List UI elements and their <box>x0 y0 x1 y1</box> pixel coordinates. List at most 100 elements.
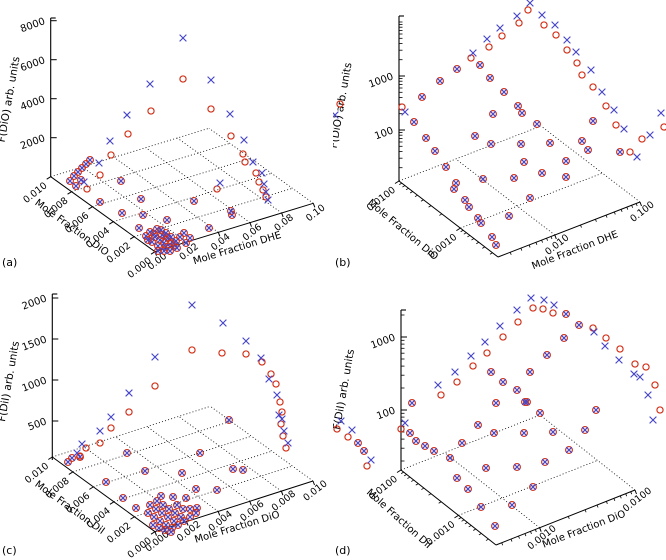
marker-cross <box>146 80 154 88</box>
marker-circle <box>538 169 546 177</box>
panel-b-label: (b) <box>335 256 351 269</box>
marker-cross <box>436 77 444 85</box>
marker-cross <box>518 109 526 117</box>
marker-cross <box>589 117 597 125</box>
marker-circle <box>612 121 620 129</box>
marker-circle <box>239 150 247 158</box>
marker-cross <box>146 228 154 236</box>
marker-cross <box>72 182 80 190</box>
marker-circle <box>132 504 140 512</box>
marker-circle <box>520 429 528 437</box>
marker-cross <box>173 244 181 252</box>
marker-cross <box>581 426 589 434</box>
marker-circle <box>182 494 190 502</box>
marker-cross <box>354 439 362 447</box>
marker-cross <box>154 247 162 255</box>
marker-circle <box>453 65 461 73</box>
marker-cross <box>529 483 537 491</box>
marker-cross <box>461 196 469 204</box>
marker-cross <box>155 524 163 532</box>
marker-circle <box>541 458 549 466</box>
marker-cross <box>186 513 194 521</box>
marker-circle <box>74 168 82 176</box>
marker-circle <box>458 439 466 447</box>
marker-circle <box>453 378 461 386</box>
marker-circle <box>398 103 406 111</box>
left-axis-minor-tick <box>399 182 402 185</box>
marker-circle <box>453 474 461 482</box>
left-axis-minor-tick <box>439 213 443 216</box>
marker-cross <box>533 120 541 128</box>
marker-circle <box>660 123 666 131</box>
right-axis-tick <box>217 232 221 237</box>
grid-line <box>398 125 542 182</box>
marker-circle <box>464 485 472 493</box>
marker-cross <box>144 509 152 517</box>
marker-cross <box>107 413 115 421</box>
marker-circle <box>461 196 469 204</box>
left-axis-tick <box>129 236 135 240</box>
marker-circle <box>578 71 586 79</box>
left-floor-axis <box>400 469 497 546</box>
marker-cross <box>264 196 272 204</box>
marker-circle <box>96 439 104 447</box>
marker-circle <box>589 83 597 91</box>
marker-cross <box>180 229 188 237</box>
marker-cross <box>158 509 166 517</box>
grid-line <box>400 414 541 471</box>
marker-circle <box>562 310 570 318</box>
marker-circle <box>563 46 571 54</box>
marker-circle <box>397 425 405 433</box>
marker-cross <box>257 354 265 362</box>
left-axis-tick <box>454 514 459 519</box>
left-axis-tick-label: 0.002 <box>105 240 133 265</box>
marker-circle <box>225 416 233 424</box>
marker-circle <box>153 497 161 505</box>
marker-circle <box>76 452 84 460</box>
marker-circle <box>182 239 190 247</box>
marker-circle <box>465 203 473 211</box>
marker-circle <box>539 305 547 313</box>
marker-cross <box>442 163 450 171</box>
marker-circle <box>529 304 537 312</box>
marker-circle <box>533 120 541 128</box>
marker-circle <box>543 351 551 359</box>
z-axis: 100 1000 F(DiO) arb. units <box>333 15 405 181</box>
marker-circle <box>160 247 168 255</box>
marker-cross <box>207 76 215 84</box>
marker-circle <box>146 501 154 509</box>
marker-circle <box>174 521 182 529</box>
right-axis-tick <box>634 489 637 495</box>
left-axis-minor-tick <box>485 538 489 541</box>
marker-circle <box>150 513 158 521</box>
marker-cross <box>514 102 522 110</box>
marker-circle <box>86 156 94 164</box>
marker-cross <box>517 140 525 148</box>
right-axis-minor-tick <box>584 509 587 513</box>
right-axis-minor-tick <box>619 495 622 499</box>
marker-circle <box>485 43 493 51</box>
z-axis-tick-label: 1000 <box>369 332 397 351</box>
marker-circle <box>488 233 496 241</box>
left-axis-minor-tick <box>489 252 493 255</box>
marker-circle <box>262 193 270 201</box>
marker-circle <box>157 492 165 500</box>
marker-cross <box>453 474 461 482</box>
marker-circle <box>354 439 362 447</box>
marker-circle <box>336 100 344 108</box>
marker-circle <box>118 209 126 217</box>
marker-circle <box>123 449 131 457</box>
marker-cross <box>418 93 426 101</box>
marker-cross <box>182 494 190 502</box>
marker-circle <box>498 32 506 40</box>
marker-circle <box>479 175 487 183</box>
marker-circle <box>467 54 475 62</box>
left-axis-minor-tick <box>458 517 462 520</box>
left-axis-minor-tick <box>403 474 407 477</box>
left-axis-minor-tick <box>438 501 442 504</box>
floor-grid <box>50 127 314 243</box>
grid-line <box>50 127 210 178</box>
marker-cross <box>412 437 420 445</box>
